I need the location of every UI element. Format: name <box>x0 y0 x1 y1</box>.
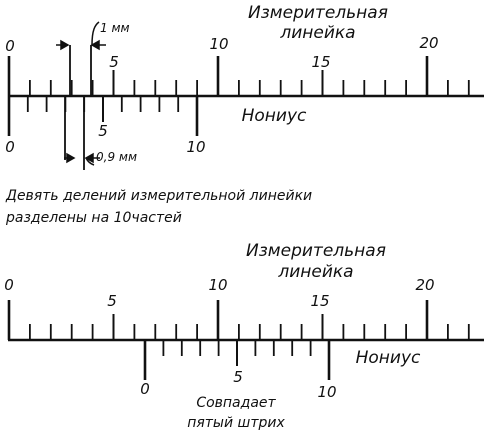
bottom-ruler-number-5: 5 <box>107 292 117 310</box>
top-ruler-number-15: 15 <box>311 53 330 71</box>
top-ruler-number-20: 20 <box>419 34 438 52</box>
bottom-nonius-number-0: 0 <box>140 380 150 398</box>
top-nonius-dimension-label: 0,9 мм <box>96 150 137 164</box>
top-nonius-number-0: 0 <box>5 138 15 156</box>
top-ruler-title-line1: Измерительная <box>248 3 388 23</box>
top-ruler-number-5: 5 <box>109 53 119 71</box>
top-nonius-number-10: 10 <box>186 138 205 156</box>
bottom-ruler-number-10: 10 <box>208 276 227 294</box>
top-nonius-number-5: 5 <box>98 122 108 140</box>
bottom-nonius-number-10: 10 <box>317 383 336 401</box>
bottom-nonius-label: Нониус <box>356 348 421 368</box>
bottom-ruler-title-line2: линейка <box>277 262 353 282</box>
top-ruler-number-0: 0 <box>5 37 15 55</box>
bottom-nonius-ticks <box>143 340 331 380</box>
bottom-ruler-title-line1: Измерительная <box>246 241 386 261</box>
bottom-ruler-number-0: 0 <box>4 276 14 294</box>
top-caption-line2: разделены на 10частей <box>5 210 182 226</box>
top-nonius-dimension <box>64 152 100 166</box>
bottom-ruler-number-15: 15 <box>310 292 329 310</box>
top-nonius-label: Нониус <box>242 106 307 126</box>
bottom-diagram: Измерительная линейка 0 5 10 15 20 0 5 1… <box>4 241 484 431</box>
top-caption-line1: Девять делений измерительной линейки <box>5 188 312 204</box>
bottom-ruler-number-20: 20 <box>415 276 434 294</box>
bottom-coincide-note-line2: пятый штрих <box>187 415 285 431</box>
top-ruler-dimension-label: 1 мм <box>100 21 130 35</box>
bottom-ruler-ticks <box>7 300 470 340</box>
top-ruler-ticks <box>7 45 470 96</box>
top-diagram: Измерительная линейка 0 5 10 15 20 0 5 1… <box>5 3 484 226</box>
bottom-coincide-note-line1: Совпадает <box>196 395 276 411</box>
top-ruler-dimension <box>56 21 106 51</box>
top-ruler-number-10: 10 <box>209 35 228 53</box>
top-ruler-title-line2: линейка <box>279 23 355 43</box>
top-nonius-ticks <box>7 96 199 170</box>
bottom-nonius-number-5: 5 <box>233 368 243 386</box>
